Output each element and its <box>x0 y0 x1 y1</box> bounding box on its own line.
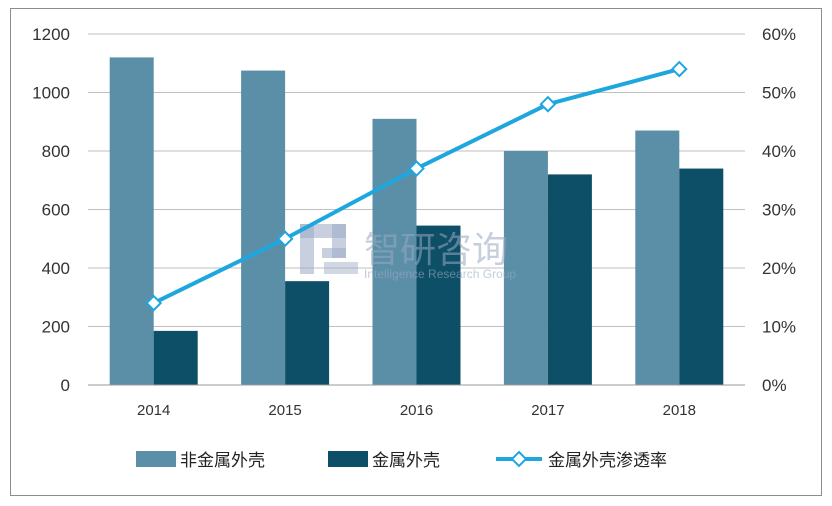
penetration-point <box>408 160 425 177</box>
x-tick-label: 2018 <box>663 402 696 419</box>
legend-swatch <box>136 451 176 467</box>
y2-tick-label: 0% <box>762 376 787 395</box>
y2-tick-label: 30% <box>762 201 796 220</box>
legend-label: 金属外壳渗透率 <box>548 451 667 471</box>
watermark: 智研咨询 Intelligence Research Group <box>300 224 516 281</box>
y-axis-right: 0% 10% 20% 30% 40% 50% 60% <box>762 25 796 395</box>
y-axis-left: 0 200 400 600 800 1000 1200 <box>32 25 70 395</box>
penetration-point <box>145 294 163 312</box>
y-tick-label: 400 <box>42 259 70 278</box>
legend-marker <box>510 450 528 468</box>
bar-metal-2018 <box>679 168 724 385</box>
bar-non-metal-2018 <box>635 130 680 385</box>
y-tick-label: 1200 <box>32 25 70 44</box>
watermark-en: Intelligence Research Group <box>364 267 516 281</box>
bars <box>109 57 724 386</box>
y2-tick-label: 10% <box>762 318 796 337</box>
watermark-logo <box>300 224 358 274</box>
watermark-cn: 智研咨询 <box>364 230 508 271</box>
y2-tick-label: 50% <box>762 84 796 103</box>
penetration-point <box>670 60 688 78</box>
legend-label: 金属外壳 <box>372 451 440 471</box>
x-axis: 2014 2015 2016 2017 2018 <box>137 402 696 419</box>
y-tick-label: 800 <box>42 142 70 161</box>
penetration-point <box>539 95 557 113</box>
y2-tick-label: 20% <box>762 259 796 278</box>
legend: 非金属外壳 金属外壳 金属外壳渗透率 <box>136 450 667 471</box>
x-tick-label: 2014 <box>137 402 170 419</box>
legend-swatch <box>328 451 368 467</box>
penetration-point <box>276 230 294 248</box>
bar-non-metal-2016 <box>372 118 417 385</box>
y2-tick-label: 40% <box>762 142 796 161</box>
penetration-line-series <box>145 60 688 312</box>
x-tick-label: 2016 <box>400 402 433 419</box>
y2-tick-label: 60% <box>762 25 796 44</box>
y-tick-label: 1000 <box>32 84 70 103</box>
x-tick-label: 2017 <box>531 402 564 419</box>
x-tick-label: 2015 <box>268 402 301 419</box>
bar-non-metal-2017 <box>503 151 548 385</box>
bar-metal-2015 <box>285 281 330 385</box>
bar-metal-2017 <box>547 174 592 385</box>
y-tick-label: 600 <box>42 201 70 220</box>
bar-non-metal-2014 <box>109 57 154 386</box>
y-tick-label: 0 <box>61 376 70 395</box>
y-tick-label: 200 <box>42 318 70 337</box>
legend-label: 非金属外壳 <box>180 451 265 471</box>
bar-metal-2014 <box>153 330 198 385</box>
bar-metal-2016 <box>416 225 461 385</box>
bar-non-metal-2015 <box>241 70 286 385</box>
